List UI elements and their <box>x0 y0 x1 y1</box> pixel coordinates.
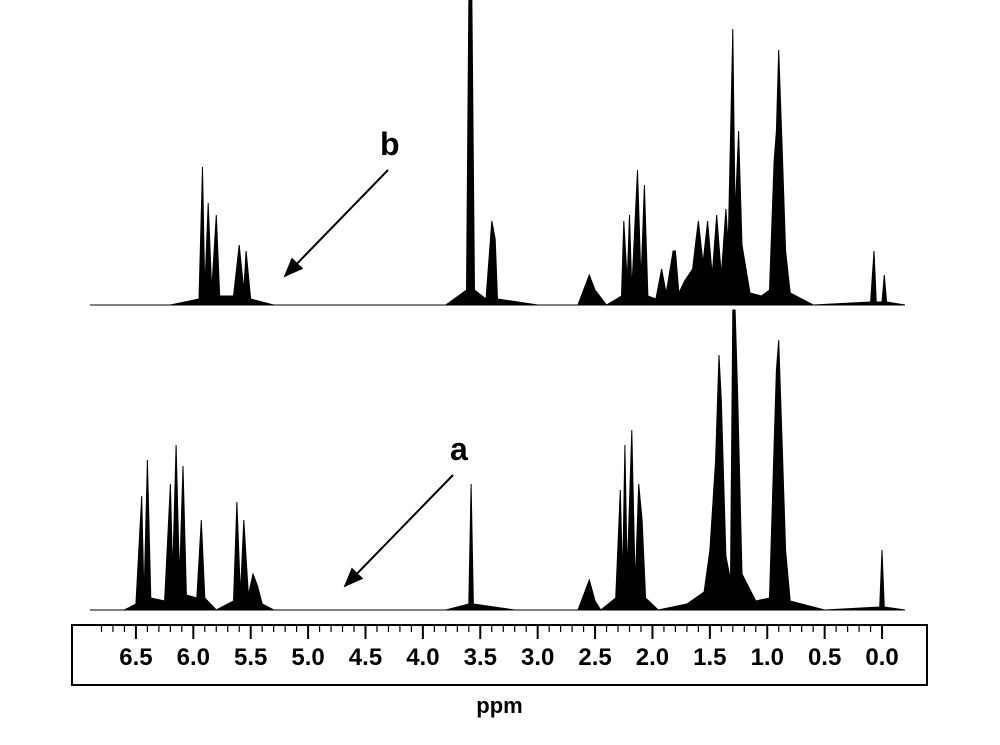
svg-text:a: a <box>450 431 468 467</box>
svg-text:6.5: 6.5 <box>119 644 152 671</box>
svg-text:4.5: 4.5 <box>349 644 382 671</box>
svg-text:2.0: 2.0 <box>636 644 669 671</box>
svg-text:b: b <box>380 126 400 162</box>
nmr-spectra-chart: b a 0.0 0.5 1.0 1.5 2.0 2.5 3.0 3.5 4.0 4.5 5.0 5.5 6.… <box>0 0 1000 745</box>
svg-text:0.5: 0.5 <box>808 644 841 671</box>
svg-text:1.5: 1.5 <box>693 644 726 671</box>
svg-text:5.0: 5.0 <box>291 644 324 671</box>
svg-text:1.0: 1.0 <box>751 644 784 671</box>
svg-text:3.5: 3.5 <box>464 644 497 671</box>
svg-text:2.5: 2.5 <box>578 644 611 671</box>
x-axis-label: ppm <box>476 693 522 718</box>
svg-text:4.0: 4.0 <box>406 644 439 671</box>
svg-text:5.5: 5.5 <box>234 644 267 671</box>
svg-text:6.0: 6.0 <box>177 644 210 671</box>
svg-text:0.0: 0.0 <box>865 644 898 671</box>
svg-text:3.0: 3.0 <box>521 644 554 671</box>
